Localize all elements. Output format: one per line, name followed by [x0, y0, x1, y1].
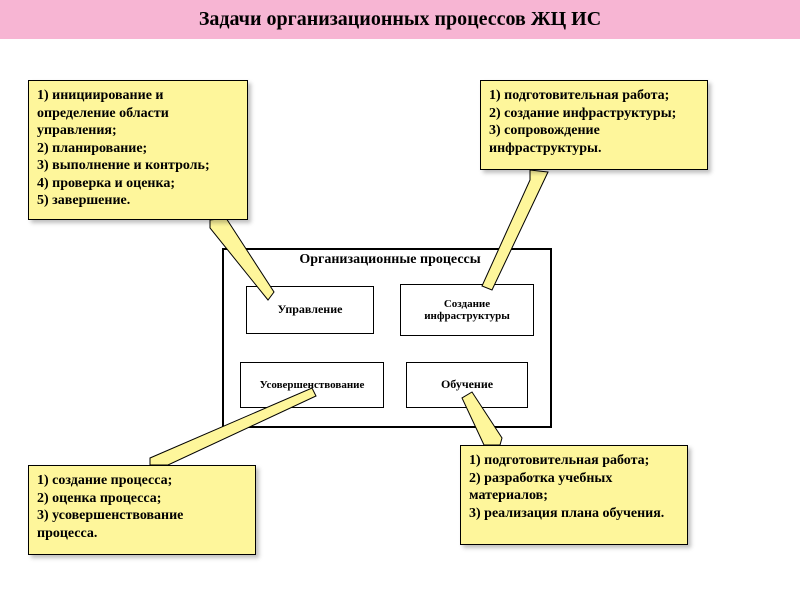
page-title: Задачи организационных процессов ЖЦ ИС	[0, 0, 800, 39]
callout-top-right: 1) подготовительная работа; 2) создание …	[480, 80, 708, 170]
process-box-improvement: Усовершенствование	[240, 362, 384, 408]
callout-bottom-right: 1) подготовительная работа; 2) разработк…	[460, 445, 688, 545]
process-box-management: Управление	[246, 286, 374, 334]
process-box-infrastructure: Создание инфраструктуры	[400, 284, 534, 336]
center-panel-title: Организационные процессы	[260, 252, 520, 268]
process-box-training: Обучение	[406, 362, 528, 408]
callout-bottom-left: 1) создание процесса; 2) оценка процесса…	[28, 465, 256, 555]
callout-top-left: 1) инициирование и определение области у…	[28, 80, 248, 220]
